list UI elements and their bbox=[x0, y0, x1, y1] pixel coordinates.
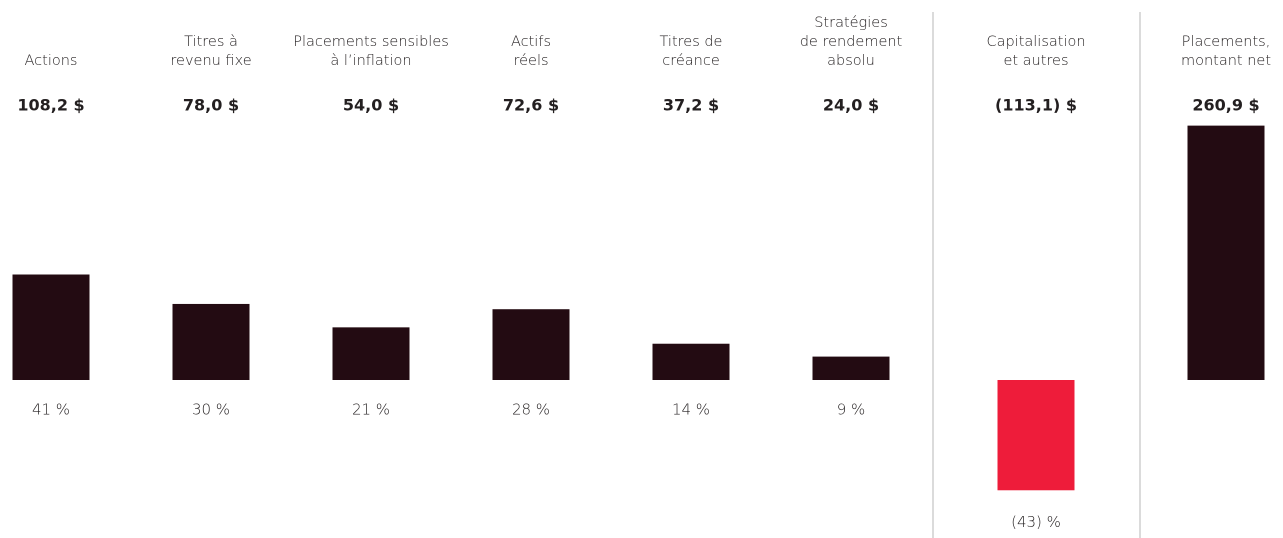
value-label: 78,0 $ bbox=[183, 96, 239, 115]
category-label: Placements sensibles à l’inflation bbox=[293, 34, 449, 69]
value-label: 72,6 $ bbox=[503, 96, 559, 115]
percentage-label: 21 % bbox=[352, 401, 390, 419]
value-label: 37,2 $ bbox=[663, 96, 719, 115]
bar bbox=[332, 327, 410, 380]
value-label: 260,9 $ bbox=[1192, 96, 1259, 115]
bar bbox=[1187, 125, 1265, 380]
category-label: Placements, montant net bbox=[1181, 34, 1271, 69]
percentage-label: (43) % bbox=[1011, 513, 1061, 531]
percentage-label: 14 % bbox=[672, 401, 710, 419]
bar bbox=[12, 274, 90, 380]
percentage-label: 9 % bbox=[837, 401, 866, 419]
bar bbox=[172, 303, 250, 380]
category-label: Capitalisation et autres bbox=[986, 34, 1085, 69]
bar bbox=[812, 356, 890, 380]
value-label: (113,1) $ bbox=[995, 96, 1077, 115]
percentage-label: 41 % bbox=[32, 401, 70, 419]
value-label: 24,0 $ bbox=[823, 96, 879, 115]
value-label: 108,2 $ bbox=[17, 96, 84, 115]
category-label: Actifs réels bbox=[511, 34, 551, 69]
bar bbox=[492, 309, 570, 380]
value-label: 54,0 $ bbox=[343, 96, 399, 115]
percentage-label: 28 % bbox=[512, 401, 550, 419]
bar bbox=[652, 343, 730, 380]
category-label: Titres de créance bbox=[660, 34, 723, 69]
category-label: Actions bbox=[25, 53, 78, 69]
percentage-label: 30 % bbox=[192, 401, 230, 419]
category-label: Titres à revenu fixe bbox=[170, 34, 251, 69]
category-label: Stratégies de rendement absolu bbox=[800, 15, 903, 69]
bar bbox=[997, 380, 1075, 491]
